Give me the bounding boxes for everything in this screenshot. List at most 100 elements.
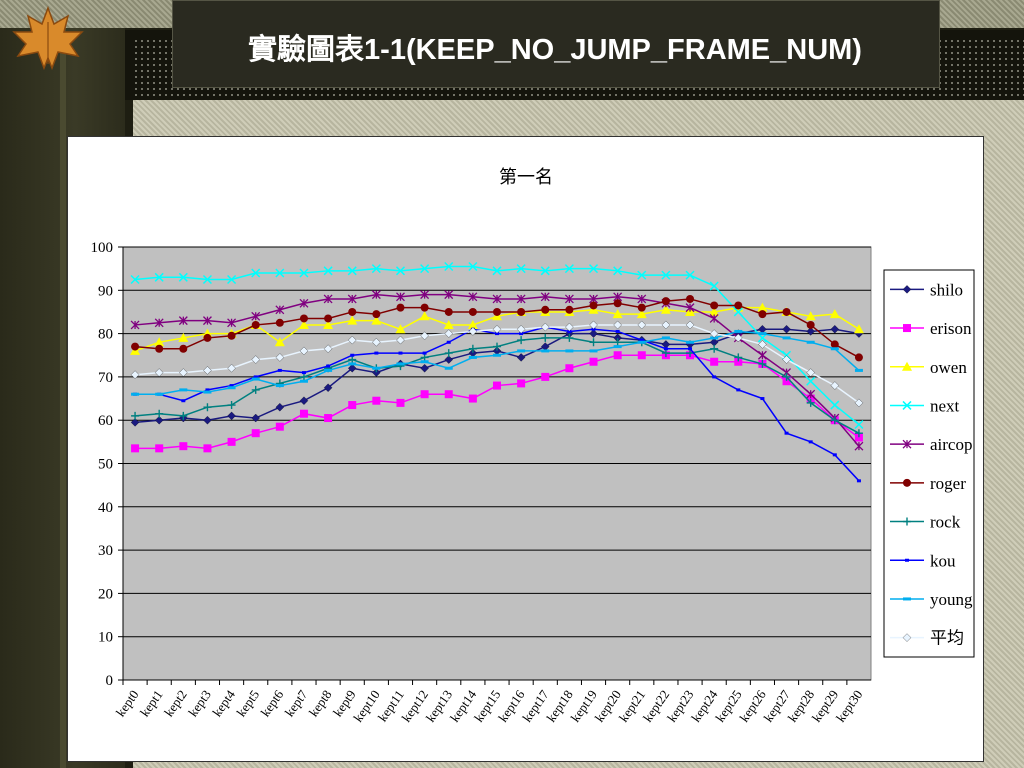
data-point <box>661 320 671 330</box>
legend-item: rock <box>890 513 961 532</box>
data-point <box>275 318 284 327</box>
data-point <box>179 388 188 392</box>
data-point <box>733 307 743 317</box>
data-point <box>565 349 574 353</box>
data-point <box>155 392 164 396</box>
data-point <box>468 394 477 403</box>
data-point <box>661 336 670 340</box>
data-point <box>516 294 526 304</box>
data-point <box>299 314 308 323</box>
data-point <box>396 335 405 345</box>
y-tick-label: 100 <box>91 240 114 256</box>
y-tick-label: 90 <box>98 283 113 299</box>
data-point <box>541 305 550 314</box>
data-point <box>323 266 333 276</box>
data-point <box>275 268 285 278</box>
data-point <box>493 307 501 316</box>
data-point <box>202 316 212 326</box>
data-point <box>275 305 285 315</box>
data-point <box>179 411 188 420</box>
data-point <box>398 351 403 355</box>
legend-label: young <box>930 590 973 609</box>
y-tick-label: 20 <box>98 586 113 602</box>
data-point <box>540 266 550 276</box>
data-point <box>903 597 911 601</box>
legend-label: owen <box>930 358 967 377</box>
data-point <box>639 338 644 342</box>
data-point <box>350 353 355 357</box>
y-axis-ticks: 0 10 20 30 40 50 60 70 80 90 100 <box>91 240 871 689</box>
data-point <box>275 353 285 362</box>
data-point <box>371 264 381 274</box>
data-point <box>637 294 647 304</box>
data-point <box>301 371 306 375</box>
y-tick-label: 50 <box>98 457 113 473</box>
series-9 <box>130 320 864 408</box>
data-point <box>251 413 260 423</box>
data-point <box>830 340 839 349</box>
data-point <box>637 270 647 280</box>
data-point <box>902 285 912 294</box>
legend-label: kou <box>930 551 956 570</box>
y-tick-label: 70 <box>98 370 113 386</box>
y-tick-label: 0 <box>106 673 114 689</box>
data-point <box>227 437 236 446</box>
data-point <box>903 324 911 333</box>
data-point <box>130 320 140 330</box>
legend-item: erison <box>890 319 972 338</box>
data-point <box>227 331 236 340</box>
x-axis-ticks: kept0kept1kept2kept3kept4kept5kept6kept7… <box>113 680 865 725</box>
data-point <box>444 366 453 370</box>
data-point <box>227 401 236 410</box>
data-point <box>613 338 622 347</box>
data-point <box>784 431 789 435</box>
data-point <box>493 342 501 351</box>
data-point <box>589 320 598 330</box>
data-point <box>131 411 140 420</box>
data-point <box>854 433 863 442</box>
data-point <box>734 333 743 343</box>
data-point <box>541 372 550 381</box>
data-point <box>829 309 840 319</box>
data-point <box>131 392 140 396</box>
data-point <box>253 375 258 379</box>
data-point <box>274 337 285 347</box>
data-point <box>495 332 499 336</box>
data-point <box>565 322 574 332</box>
data-point <box>830 400 840 410</box>
legend-item: next <box>890 396 960 415</box>
data-point <box>589 349 598 353</box>
data-point <box>565 364 574 373</box>
data-point <box>154 368 164 377</box>
data-point <box>806 394 815 403</box>
series-0 <box>130 325 864 427</box>
data-point <box>131 342 140 351</box>
legend-label: roger <box>930 474 966 493</box>
data-point <box>688 347 693 351</box>
series-3 <box>130 261 864 430</box>
data-point <box>734 329 743 333</box>
data-point <box>446 340 451 344</box>
data-point <box>348 362 357 366</box>
data-point <box>902 400 912 410</box>
data-point <box>564 294 574 304</box>
data-point <box>227 318 237 328</box>
data-point <box>395 324 406 334</box>
data-point <box>444 390 453 399</box>
data-point <box>420 364 429 373</box>
data-point <box>517 349 526 353</box>
data-point <box>371 315 382 325</box>
x-tick-label: kept4 <box>209 687 238 720</box>
data-point <box>856 479 861 483</box>
data-point <box>372 310 381 319</box>
data-point <box>396 362 405 366</box>
data-point <box>203 444 212 453</box>
data-point <box>757 333 767 343</box>
legend-item: aircop <box>890 435 972 454</box>
data-point <box>661 270 671 280</box>
legend-label: next <box>930 396 960 415</box>
data-point <box>374 351 379 355</box>
data-point <box>661 349 670 358</box>
legend-item: young <box>890 590 973 609</box>
data-point <box>517 379 526 388</box>
